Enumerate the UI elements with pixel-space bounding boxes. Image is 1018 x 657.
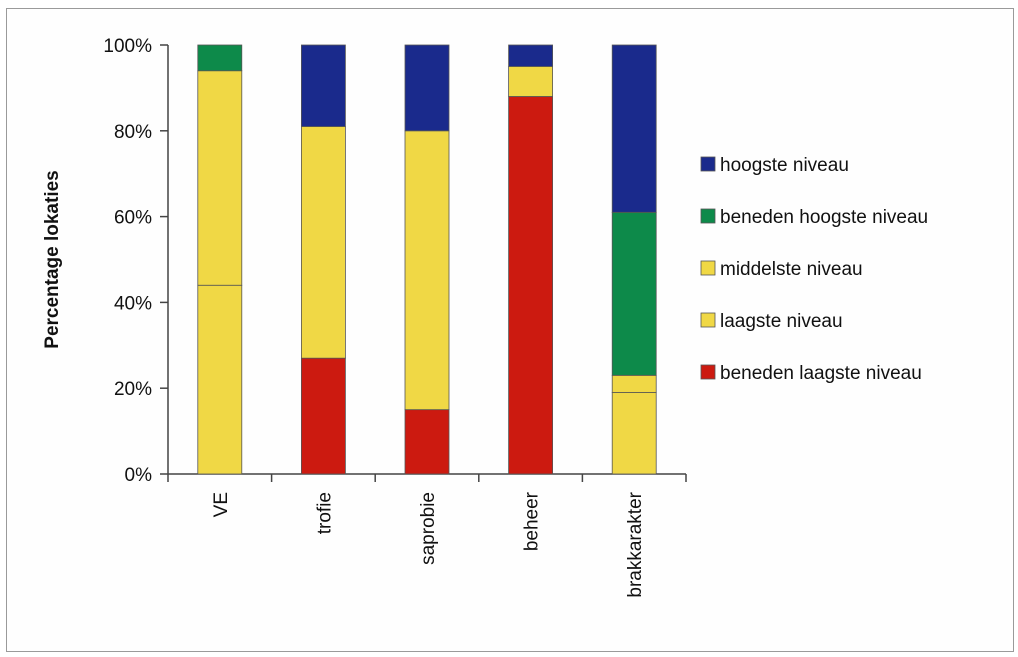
x-category-label: saprobie — [418, 492, 439, 565]
bar-segment-hoogste-niveau — [508, 44, 554, 67]
bar-segment-beneden-laagste-niveau — [300, 357, 346, 475]
bar-segment-hoogste-niveau — [300, 44, 346, 127]
legend-swatch-beneden-laagste-niveau — [700, 364, 716, 380]
legend-label-laagste-niveau: laagste niveau — [720, 311, 843, 332]
bar-segment-laagste-niveau — [197, 284, 243, 475]
legend-swatch-middelste-niveau — [700, 260, 716, 276]
bar-segment-beneden-laagste-niveau — [508, 96, 554, 475]
bar-segment-beneden-hoogste-niveau — [197, 44, 243, 72]
y-tick-label: 20% — [114, 379, 152, 400]
bar-segment-middelste-niveau — [404, 130, 450, 411]
y-tick-label: 40% — [114, 293, 152, 314]
x-category-label: brakkarakter — [625, 491, 646, 597]
legend-label-middelste-niveau: middelste niveau — [720, 259, 863, 280]
legend-label-beneden-hoogste-niveau: beneden hoogste niveau — [720, 207, 928, 228]
bar-segment-laagste-niveau — [611, 392, 657, 475]
legend-swatch-beneden-hoogste-niveau — [700, 208, 716, 224]
y-tick-label: 100% — [103, 36, 152, 57]
x-category-label: VE — [211, 492, 232, 517]
legend-label-hoogste-niveau: hoogste niveau — [720, 155, 849, 176]
bar-segment-middelste-niveau — [300, 126, 346, 359]
legend-label-beneden-laagste-niveau: beneden laagste niveau — [720, 363, 922, 384]
bar-segment-middelste-niveau — [197, 70, 243, 286]
legend-swatch-hoogste-niveau — [700, 156, 716, 172]
y-axis-title: Percentage lokaties — [42, 170, 63, 348]
legend-swatch-laagste-niveau — [700, 312, 716, 328]
bar-segment-middelste-niveau — [611, 374, 657, 393]
y-tick-label: 60% — [114, 208, 152, 229]
y-tick-label: 80% — [114, 122, 152, 143]
y-tick-label: 0% — [125, 465, 153, 486]
bar-segment-middelste-niveau — [508, 66, 554, 97]
bar-segment-beneden-laagste-niveau — [404, 409, 450, 475]
bar-segment-beneden-hoogste-niveau — [611, 211, 657, 376]
x-category-label: beheer — [522, 491, 543, 551]
x-category-label: trofie — [314, 492, 335, 534]
bar-segment-hoogste-niveau — [404, 44, 450, 132]
bar-segment-hoogste-niveau — [611, 44, 657, 213]
